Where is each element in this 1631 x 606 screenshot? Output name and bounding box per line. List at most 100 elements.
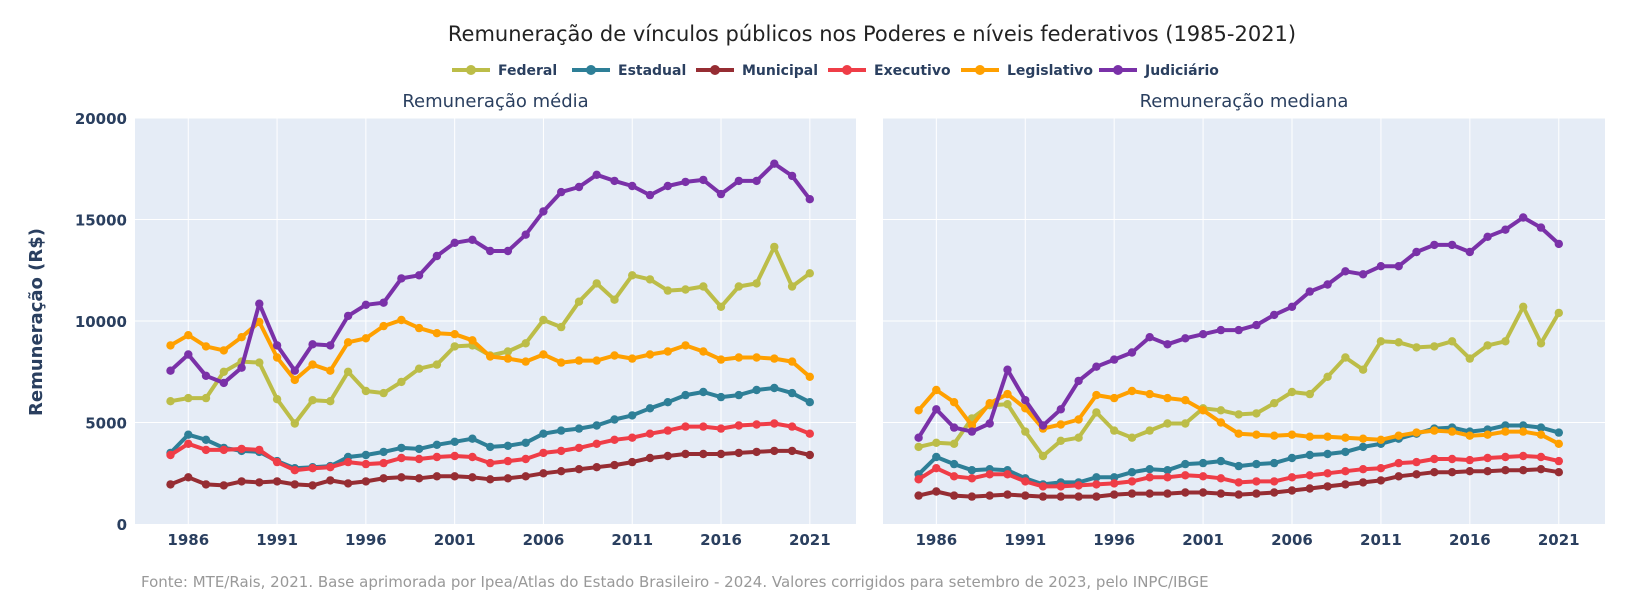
data-point[interactable] [1376, 337, 1386, 346]
data-point[interactable] [1394, 472, 1403, 481]
data-point[interactable] [914, 475, 923, 484]
data-point[interactable] [290, 419, 299, 428]
data-point[interactable] [1447, 427, 1457, 436]
legend-item-0[interactable]: Federal [452, 63, 557, 79]
data-point[interactable] [932, 405, 941, 414]
data-point[interactable] [1305, 432, 1315, 441]
data-point[interactable] [414, 474, 424, 483]
data-point[interactable] [770, 242, 779, 252]
data-point[interactable] [681, 422, 690, 431]
data-point[interactable] [308, 481, 317, 490]
data-point[interactable] [1394, 431, 1403, 440]
data-point[interactable] [1127, 468, 1137, 477]
data-point[interactable] [450, 342, 459, 351]
data-point[interactable] [1252, 409, 1261, 418]
data-point[interactable] [1145, 489, 1154, 498]
data-point[interactable] [1163, 489, 1172, 498]
data-point[interactable] [272, 341, 282, 350]
data-point[interactable] [1501, 427, 1510, 436]
data-point[interactable] [1092, 390, 1101, 400]
data-point[interactable] [949, 491, 959, 500]
data-point[interactable] [1270, 488, 1279, 497]
data-point[interactable] [1536, 430, 1546, 439]
data-point[interactable] [574, 465, 584, 474]
data-point[interactable] [272, 457, 282, 467]
data-point[interactable] [1358, 270, 1368, 279]
data-point[interactable] [557, 446, 566, 456]
data-point[interactable] [290, 366, 299, 375]
data-point[interactable] [628, 271, 637, 280]
data-point[interactable] [699, 422, 708, 431]
data-point[interactable] [574, 356, 584, 365]
data-point[interactable] [432, 251, 442, 261]
data-point[interactable] [1216, 474, 1226, 483]
data-point[interactable] [681, 390, 690, 400]
data-point[interactable] [1003, 470, 1012, 479]
data-point[interactable] [592, 356, 601, 365]
data-point[interactable] [949, 472, 959, 481]
data-point[interactable] [1198, 330, 1208, 339]
data-point[interactable] [1341, 480, 1350, 489]
data-point[interactable] [1021, 427, 1030, 436]
data-point[interactable] [1127, 348, 1137, 357]
data-point[interactable] [1554, 239, 1564, 249]
data-point[interactable] [1341, 353, 1350, 362]
data-point[interactable] [1358, 465, 1368, 474]
data-point[interactable] [681, 341, 690, 350]
data-point[interactable] [1519, 302, 1528, 311]
data-point[interactable] [610, 351, 619, 360]
data-point[interactable] [592, 279, 601, 288]
data-point[interactable] [716, 302, 726, 311]
data-point[interactable] [610, 176, 619, 186]
data-point[interactable] [949, 459, 959, 469]
data-point[interactable] [592, 463, 601, 472]
data-point[interactable] [699, 387, 708, 397]
data-point[interactable] [1092, 408, 1101, 417]
data-point[interactable] [1323, 372, 1332, 381]
data-point[interactable] [272, 353, 282, 362]
data-point[interactable] [397, 315, 406, 325]
data-point[interactable] [308, 464, 317, 473]
data-point[interactable] [521, 472, 530, 481]
data-point[interactable] [521, 357, 530, 366]
data-point[interactable] [932, 385, 941, 395]
data-point[interactable] [272, 477, 282, 486]
data-point[interactable] [1412, 247, 1421, 257]
data-point[interactable] [1234, 461, 1243, 471]
data-point[interactable] [663, 451, 672, 461]
data-point[interactable] [628, 354, 637, 363]
data-point[interactable] [379, 474, 388, 483]
data-point[interactable] [1536, 423, 1546, 432]
data-point[interactable] [326, 463, 335, 472]
data-point[interactable] [1430, 468, 1439, 477]
data-point[interactable] [1501, 466, 1510, 475]
data-point[interactable] [166, 366, 175, 375]
data-point[interactable] [503, 354, 513, 363]
data-point[interactable] [166, 341, 175, 350]
data-point[interactable] [699, 449, 708, 459]
data-point[interactable] [805, 195, 814, 204]
data-point[interactable] [379, 447, 388, 457]
data-point[interactable] [1465, 431, 1475, 440]
data-point[interactable] [663, 181, 672, 191]
data-point[interactable] [1038, 482, 1048, 491]
data-point[interactable] [1412, 457, 1421, 467]
data-point[interactable] [699, 175, 708, 185]
data-point[interactable] [1501, 421, 1510, 430]
data-point[interactable] [805, 429, 814, 438]
data-point[interactable] [932, 487, 941, 496]
data-point[interactable] [734, 421, 743, 430]
data-point[interactable] [557, 187, 566, 197]
data-point[interactable] [1216, 456, 1226, 466]
data-point[interactable] [574, 182, 584, 192]
data-point[interactable] [255, 358, 264, 367]
data-point[interactable] [201, 445, 211, 455]
data-point[interactable] [770, 446, 779, 456]
data-point[interactable] [308, 340, 317, 349]
data-point[interactable] [539, 429, 548, 438]
data-point[interactable] [201, 371, 211, 380]
data-point[interactable] [949, 439, 959, 448]
data-point[interactable] [539, 350, 548, 359]
data-point[interactable] [1252, 430, 1261, 439]
data-point[interactable] [343, 367, 353, 376]
